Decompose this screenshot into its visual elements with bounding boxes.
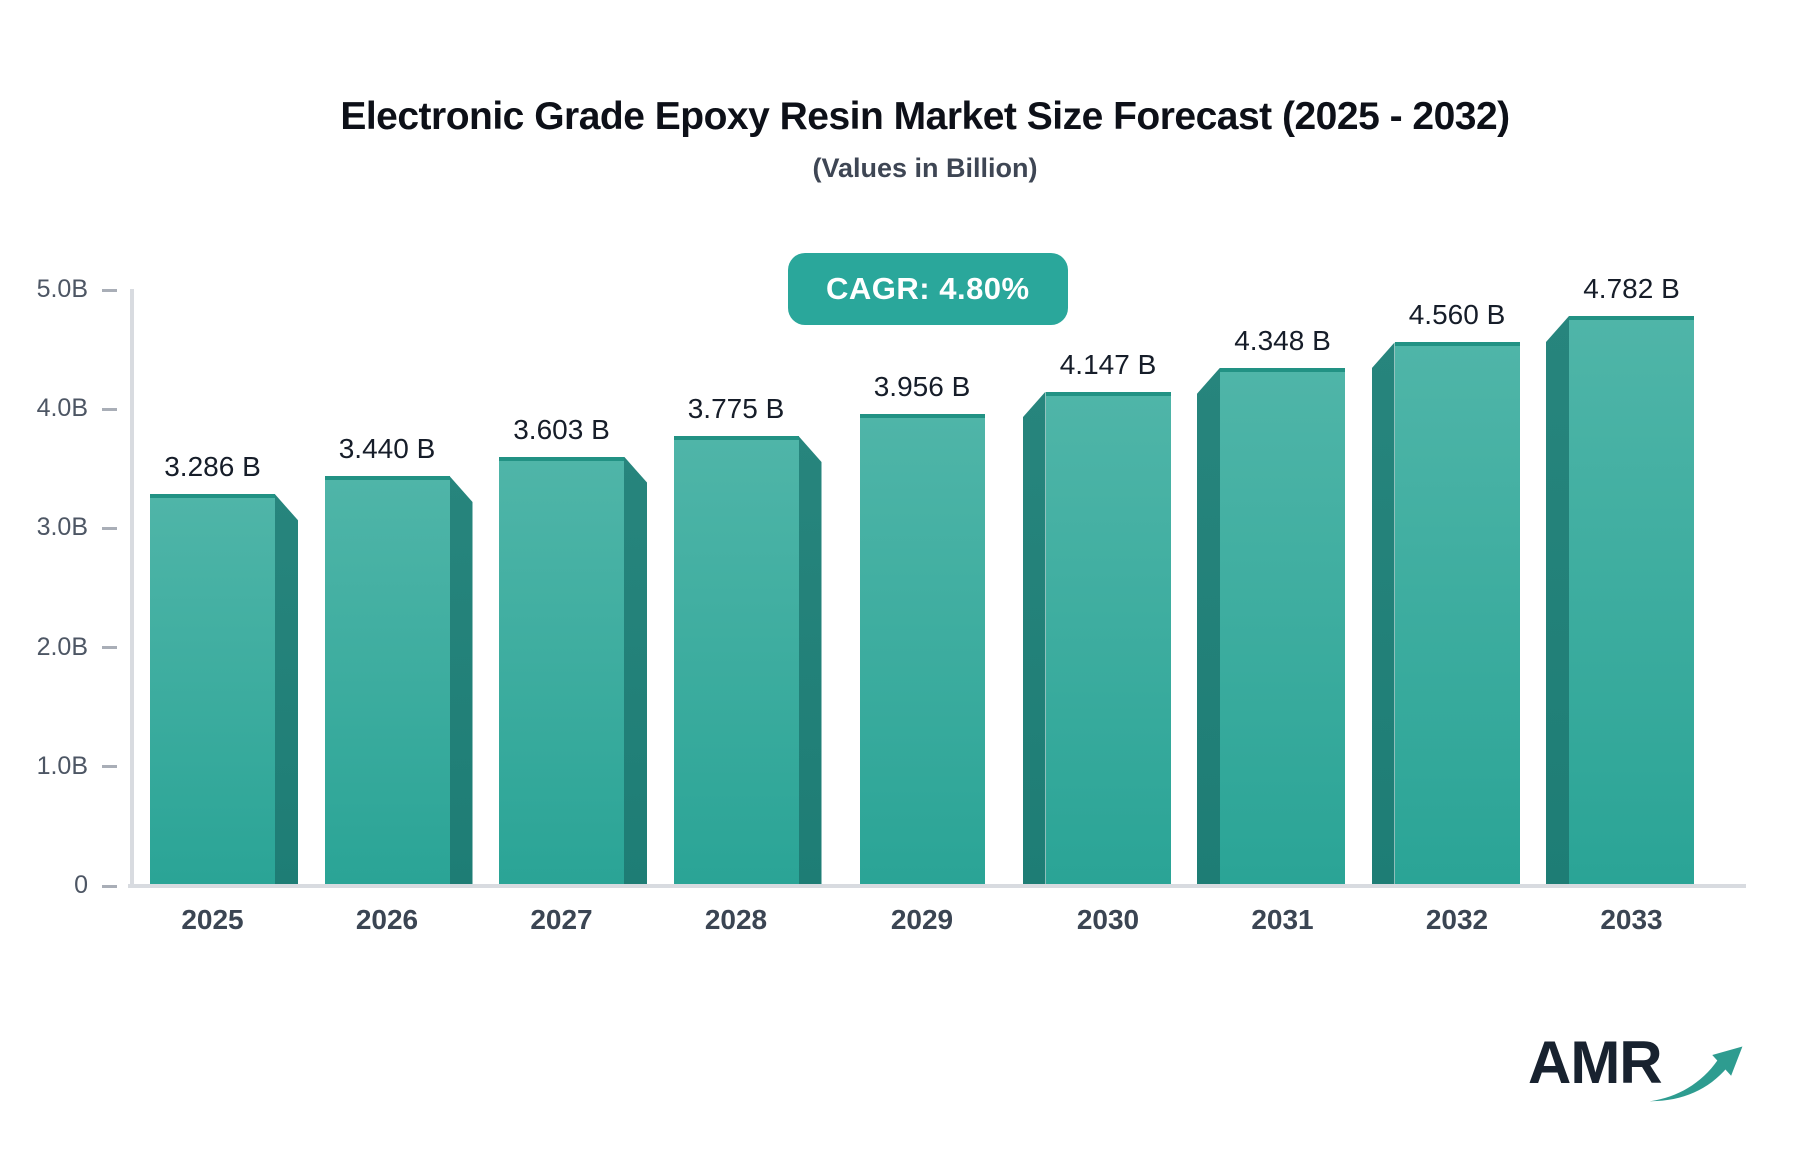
trend-up-arrow-icon [1649, 1046, 1743, 1102]
bar-2033 [1569, 315, 1694, 886]
bar-side-face-2032 [1371, 342, 1395, 886]
bar-value-label-2030: 4.147 B [1059, 348, 1157, 380]
amr-logo: AMR [1528, 1033, 1752, 1105]
y-tick-mark [102, 526, 117, 530]
bar-value-label-2025: 3.286 B [164, 451, 261, 483]
x-axis-label-2033: 2033 [1600, 904, 1663, 935]
x-axis-label-2028: 2028 [704, 904, 768, 935]
bar-side-face-2025 [275, 494, 298, 886]
bar-2031 [1220, 367, 1345, 886]
x-axis-label-2031: 2031 [1251, 904, 1314, 935]
bar-value-label-2026: 3.440 B [338, 432, 436, 464]
y-tick-mark [102, 884, 117, 888]
bar-2026 [324, 475, 450, 886]
y-axis-tick-label: 4.0B [36, 394, 88, 423]
y-axis-line [130, 289, 134, 888]
bar-side-face-2031 [1197, 367, 1220, 886]
y-axis-tick-label: 3.0B [36, 513, 88, 542]
x-axis-label-2026: 2026 [355, 904, 419, 935]
y-tick-mark [102, 288, 117, 292]
y-tick-mark [102, 646, 117, 650]
bar-side-face-2030 [1022, 391, 1046, 886]
cagr-badge: CAGR: 4.80% [788, 253, 1068, 325]
bar-value-label-2031: 4.348 B [1234, 324, 1331, 356]
x-axis-baseline [128, 884, 1746, 888]
x-axis-label-2032: 2032 [1425, 904, 1489, 935]
bar-2027 [499, 456, 624, 886]
bar-value-label-2028: 3.775 B [687, 393, 785, 425]
chart-title: Electronic Grade Epoxy Resin Market Size… [340, 95, 1510, 138]
chart-subtitle: (Values in Billion) [812, 153, 1038, 183]
y-tick-mark [102, 407, 117, 411]
y-axis-tick-label: 5.0B [36, 275, 88, 303]
bar-side-face-2033 [1546, 315, 1569, 886]
bar-value-label-2032: 4.560 B [1408, 299, 1506, 331]
bar-side-face-2028 [798, 436, 822, 886]
x-axis-label-2027: 2027 [530, 904, 593, 935]
bar-2028 [673, 436, 799, 886]
x-axis-label-2025: 2025 [181, 904, 244, 935]
x-axis-label-2029: 2029 [890, 904, 954, 935]
chart-header: Electronic Grade Epoxy Resin Market Size… [50, 95, 1800, 184]
bar-2032 [1394, 342, 1520, 886]
bar-value-label-2027: 3.603 B [513, 413, 610, 445]
y-axis-tick-label: 0 [74, 871, 88, 899]
bar-value-label-2033: 4.782 B [1583, 272, 1680, 304]
y-axis-tick-label: 1.0B [36, 751, 88, 780]
y-tick-mark [102, 765, 117, 769]
bar-side-face-2026 [449, 475, 473, 886]
x-axis-label-2030: 2030 [1076, 904, 1140, 935]
bar-2025 [150, 494, 275, 886]
y-axis-tick-label: 2.0B [36, 632, 88, 661]
bar-value-label-2029: 3.956 B [873, 371, 971, 403]
bar-2029 [859, 414, 985, 886]
amr-logo-text: AMR [1528, 1029, 1663, 1096]
bar-side-face-2027 [624, 456, 647, 886]
bar-2030 [1045, 391, 1171, 886]
